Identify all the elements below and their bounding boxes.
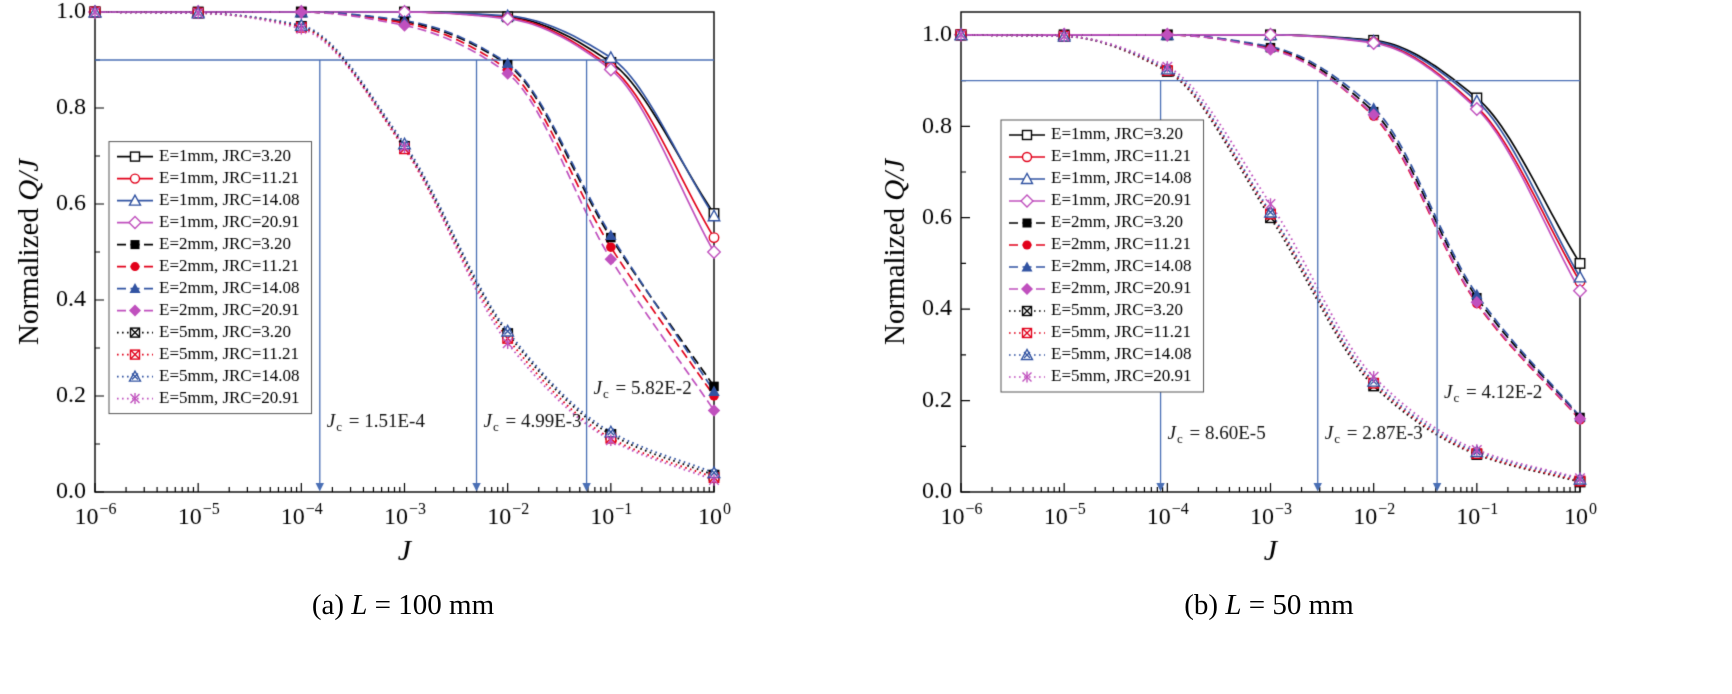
- chart-panel-a: (a) L = 100 mm: [0, 0, 866, 622]
- dual-panel-figure: (a) L = 100 mm (b) L = 50 mm: [0, 0, 1732, 622]
- caption-b-index: (b): [1184, 589, 1226, 621]
- caption-a-variable: L: [351, 589, 368, 621]
- caption-b-rest: = 50 mm: [1241, 589, 1354, 621]
- caption-b-variable: L: [1225, 589, 1242, 621]
- caption-a-rest: = 100 mm: [367, 589, 495, 621]
- chart-b-canvas: [866, 0, 1732, 588]
- caption-a-index: (a): [311, 589, 352, 621]
- chart-a-canvas: [0, 0, 866, 588]
- chart-a-caption: (a) L = 100 mm: [0, 588, 866, 622]
- chart-b-caption: (b) L = 50 mm: [866, 588, 1732, 622]
- chart-panel-b: (b) L = 50 mm: [866, 0, 1732, 622]
